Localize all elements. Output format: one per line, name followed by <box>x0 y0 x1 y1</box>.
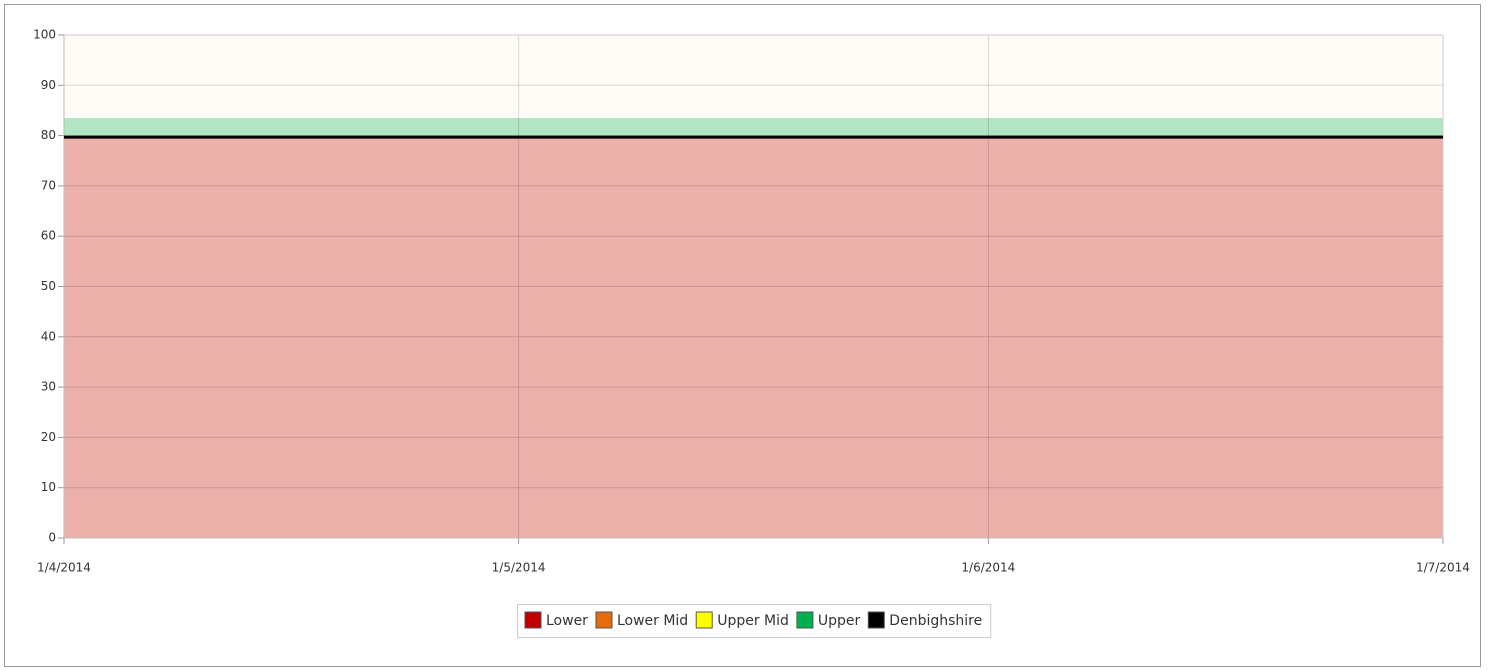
plot-background <box>64 35 1443 538</box>
x-tick-label: 1/7/2014 <box>1416 561 1470 575</box>
legend-label: Denbighshire <box>889 613 982 629</box>
legend-swatch <box>595 611 613 629</box>
area <box>64 138 1443 539</box>
legend-label: Lower Mid <box>617 613 688 629</box>
x-tick-label: 1/4/2014 <box>37 561 91 575</box>
x-tick-label: 1/6/2014 <box>961 561 1015 575</box>
legend-swatch <box>867 611 885 629</box>
y-tick-label: 30 <box>41 380 56 394</box>
y-tick-label: 0 <box>48 531 56 545</box>
legend-swatch <box>524 611 542 629</box>
legend-label: Upper <box>818 613 861 629</box>
legend-item: Upper Mid <box>695 611 789 629</box>
area <box>64 117 1443 139</box>
y-tick-label: 50 <box>41 279 56 293</box>
y-tick-label: 80 <box>41 128 56 142</box>
y-tick-label: 10 <box>41 480 56 494</box>
y-tick-label: 20 <box>41 430 56 444</box>
legend-item: Upper <box>796 611 861 629</box>
y-tick-label: 70 <box>41 178 56 192</box>
legend-label: Lower <box>546 613 588 629</box>
legend-swatch <box>695 611 713 629</box>
legend-item: Lower Mid <box>595 611 688 629</box>
y-tick-label: 90 <box>41 78 56 92</box>
legend: Lower Lower Mid Upper Mid Upper Denbighshire <box>517 604 992 638</box>
areas <box>64 117 1443 539</box>
y-tick-label: 60 <box>41 229 56 243</box>
legend-item: Lower <box>524 611 588 629</box>
y-tick-label: 100 <box>33 28 56 42</box>
y-tick-label: 40 <box>41 329 56 343</box>
legend-label: Upper Mid <box>717 613 789 629</box>
legend-swatch <box>796 611 814 629</box>
x-tick-label: 1/5/2014 <box>492 561 546 575</box>
legend-item: Denbighshire <box>867 611 982 629</box>
